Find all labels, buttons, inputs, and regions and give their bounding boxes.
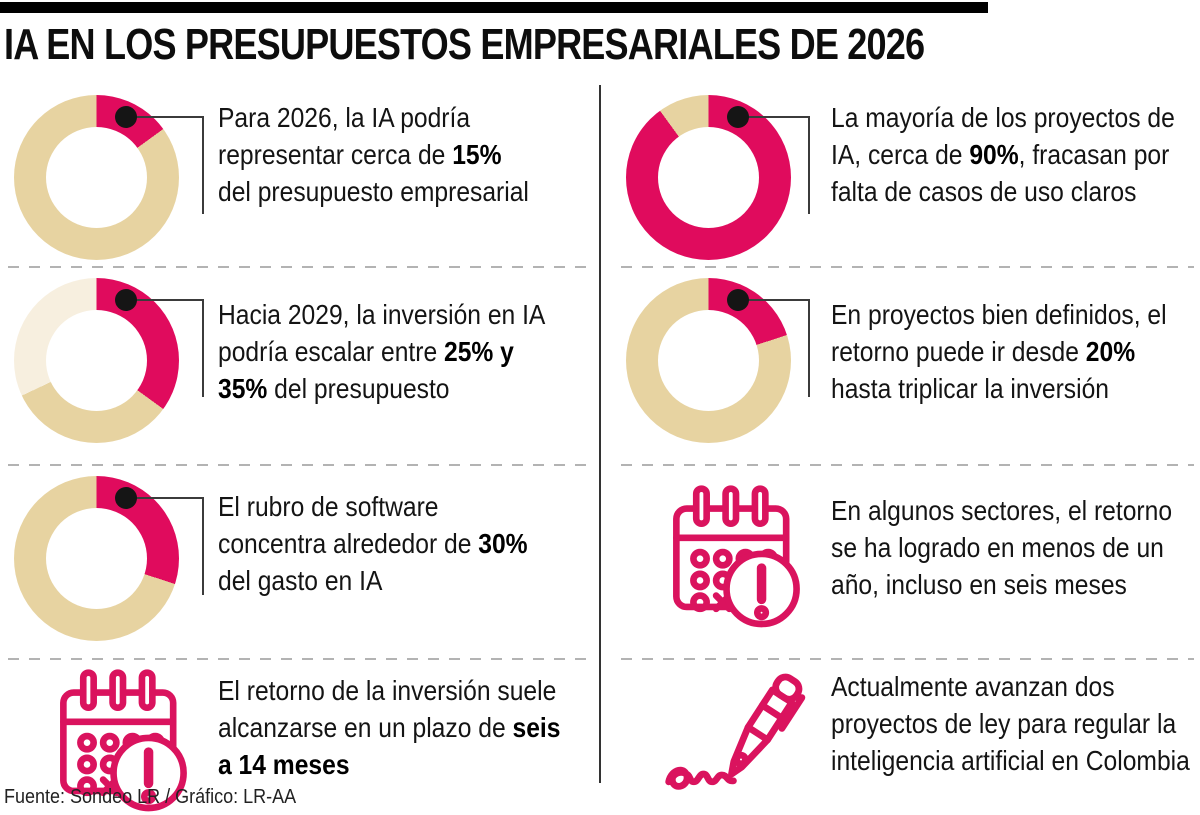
donut-chart-25-35pct bbox=[14, 278, 179, 443]
leader-line-vertical bbox=[202, 299, 204, 397]
leader-line-vertical bbox=[808, 116, 810, 214]
stat-text: Actualmente avanzan dos proyectos de ley… bbox=[831, 671, 1190, 776]
column-divider bbox=[599, 85, 601, 783]
stat-item: Actualmente avanzan dos proyectos de ley… bbox=[601, 660, 1200, 810]
page-title: IA EN LOS PRESUPUESTOS EMPRESARIALES DE … bbox=[4, 20, 925, 69]
leader-line-horizontal bbox=[738, 299, 810, 301]
donut-chart-15pct bbox=[14, 95, 179, 260]
right-column: La mayoría de los proyectos de IA, cerca… bbox=[601, 85, 1200, 810]
leader-line-horizontal bbox=[126, 497, 204, 499]
pen-signature-icon bbox=[659, 660, 806, 805]
stat-item: El rubro de software concentra alrededor… bbox=[0, 466, 599, 660]
donut-chart-30pct bbox=[14, 476, 179, 641]
leader-line-vertical bbox=[202, 116, 204, 214]
donut-marker-dot bbox=[727, 289, 749, 311]
dashed-separator bbox=[8, 266, 589, 268]
stat-text: El retorno de la inversión suele alcanza… bbox=[218, 675, 561, 780]
dashed-separator bbox=[621, 266, 1194, 268]
stat-text: El rubro de software concentra alrededor… bbox=[218, 491, 528, 596]
dashed-separator bbox=[621, 464, 1194, 466]
stat-text: La mayoría de los proyectos de IA, cerca… bbox=[831, 102, 1175, 207]
leader-line-vertical bbox=[202, 497, 204, 595]
donut-marker-dot bbox=[727, 106, 749, 128]
stat-item: En proyectos bien definidos, el retorno … bbox=[601, 268, 1200, 466]
stat-item: Para 2026, la IA podría representar cerc… bbox=[0, 85, 599, 268]
calendar-alert-icon bbox=[52, 666, 194, 812]
stat-item: Hacia 2029, la inversión en IA podría es… bbox=[0, 268, 599, 466]
stat-text: Hacia 2029, la inversión en IA podría es… bbox=[218, 299, 546, 404]
donut-marker-dot bbox=[115, 487, 137, 509]
top-accent-bar bbox=[0, 2, 988, 13]
stat-item: La mayoría de los proyectos de IA, cerca… bbox=[601, 85, 1200, 268]
calendar-alert-icon bbox=[665, 482, 807, 628]
left-column: Para 2026, la IA podría representar cerc… bbox=[0, 85, 599, 812]
stat-text: En proyectos bien definidos, el retorno … bbox=[831, 299, 1167, 404]
donut-chart-20pct bbox=[626, 278, 791, 443]
donut-chart-90pct bbox=[626, 95, 791, 260]
stat-item: El retorno de la inversión suele alcanza… bbox=[0, 660, 599, 812]
stat-item: En algunos sectores, el retorno se ha lo… bbox=[601, 466, 1200, 660]
source-credit: Fuente: Sondeo LR / Gráfico: LR-AA bbox=[4, 786, 297, 808]
stat-text: Para 2026, la IA podría representar cerc… bbox=[218, 102, 529, 207]
donut-marker-dot bbox=[115, 106, 137, 128]
stat-text: En algunos sectores, el retorno se ha lo… bbox=[831, 495, 1173, 600]
dashed-separator bbox=[8, 658, 589, 660]
leader-line-horizontal bbox=[126, 299, 204, 301]
dashed-separator bbox=[621, 658, 1194, 660]
donut-marker-dot bbox=[115, 289, 137, 311]
leader-line-horizontal bbox=[738, 116, 810, 118]
dashed-separator bbox=[8, 464, 589, 466]
leader-line-vertical bbox=[808, 299, 810, 397]
leader-line-horizontal bbox=[126, 116, 204, 118]
